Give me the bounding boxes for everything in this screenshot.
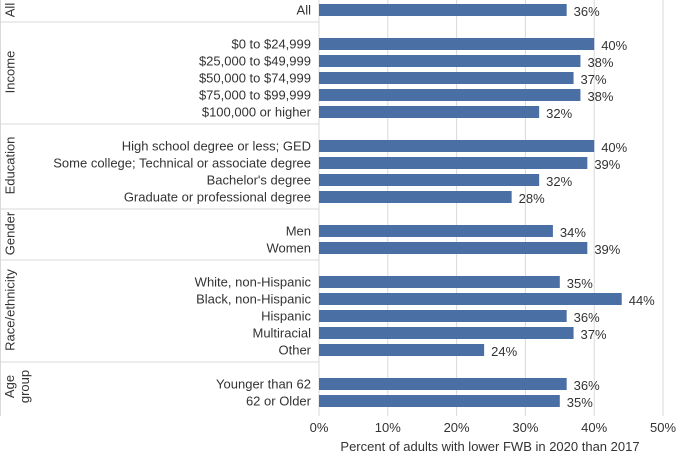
category-label: Bachelor's degree (207, 173, 311, 188)
category-label: All (297, 3, 312, 18)
group-label: group (17, 370, 32, 403)
bar (319, 174, 540, 186)
value-label: 38% (587, 89, 613, 104)
bar (319, 140, 595, 152)
group-label: Education (2, 137, 17, 195)
bar (319, 276, 560, 288)
category-label: $0 to $24,999 (231, 37, 311, 52)
bar (319, 106, 540, 118)
category-label: $75,000 to $99,999 (199, 88, 311, 103)
x-axis-title: Percent of adults with lower FWB in 2020… (340, 439, 639, 453)
bar (319, 327, 574, 339)
bar (319, 310, 567, 322)
value-label: 32% (546, 174, 572, 189)
x-axis: 0% 10% 20% 30% 40% 50% (310, 420, 677, 435)
value-label: 34% (560, 225, 586, 240)
value-label: 32% (546, 106, 572, 121)
group-label: Income (2, 51, 17, 94)
x-tick-label: 10% (375, 420, 401, 435)
category-label: Other (278, 343, 311, 358)
value-label: 36% (574, 4, 600, 19)
x-tick-label: 20% (444, 420, 470, 435)
category-label: Women (266, 241, 311, 256)
category-label: 62 or Older (246, 394, 312, 409)
category-label: $50,000 to $74,999 (199, 71, 311, 86)
category-label: Black, non-Hispanic (196, 292, 311, 307)
value-label: 36% (574, 378, 600, 393)
value-label: 37% (581, 72, 607, 87)
category-label: White, non-Hispanic (195, 275, 312, 290)
x-tick-label: 50% (650, 420, 676, 435)
value-label: 28% (519, 191, 545, 206)
bar (319, 225, 553, 237)
category-label: Hispanic (261, 309, 311, 324)
value-label: 37% (581, 327, 607, 342)
bar (319, 293, 622, 305)
group-separators (0, 0, 319, 416)
value-label: 24% (491, 344, 517, 359)
x-tick-label: 40% (581, 420, 607, 435)
value-label: 39% (594, 157, 620, 172)
bar (319, 344, 485, 356)
group-labels: All Income Education Gender Race/ethnicity Ag… (2, 3, 32, 403)
value-label: 35% (567, 395, 593, 410)
category-label: Graduate or professional degree (124, 190, 311, 205)
bar (319, 4, 567, 16)
category-label: Some college; Technical or associate deg… (53, 156, 311, 171)
value-label: 40% (601, 140, 627, 155)
category-label: Men (286, 224, 311, 239)
x-tick-label: 0% (310, 420, 329, 435)
value-label: 36% (574, 310, 600, 325)
bar (319, 72, 574, 84)
bar (319, 38, 595, 50)
category-label: $25,000 to $49,999 (199, 54, 311, 69)
group-label: All (2, 3, 17, 18)
bar (319, 55, 581, 67)
group-label: Race/ethnicity (2, 269, 17, 351)
bar (319, 89, 581, 101)
category-label: Multiracial (252, 326, 311, 341)
bar (319, 395, 560, 407)
value-label: 40% (601, 38, 627, 53)
bar (319, 242, 588, 254)
value-label: 35% (567, 276, 593, 291)
category-label: $100,000 or higher (202, 105, 312, 120)
category-label: High school degree or less; GED (122, 139, 311, 154)
x-tick-label: 30% (512, 420, 538, 435)
value-label: 38% (587, 55, 613, 70)
value-label: 39% (594, 242, 620, 257)
value-label: 44% (629, 293, 655, 308)
bar (319, 191, 512, 203)
bar (319, 157, 588, 169)
bar (319, 378, 567, 390)
group-label: Gender (2, 211, 17, 255)
bars: All 36% $0 to $24,999 40% $25,000 to $49,999… (53, 3, 655, 411)
category-label: Younger than 62 (216, 377, 311, 392)
group-label: Age (2, 375, 17, 398)
